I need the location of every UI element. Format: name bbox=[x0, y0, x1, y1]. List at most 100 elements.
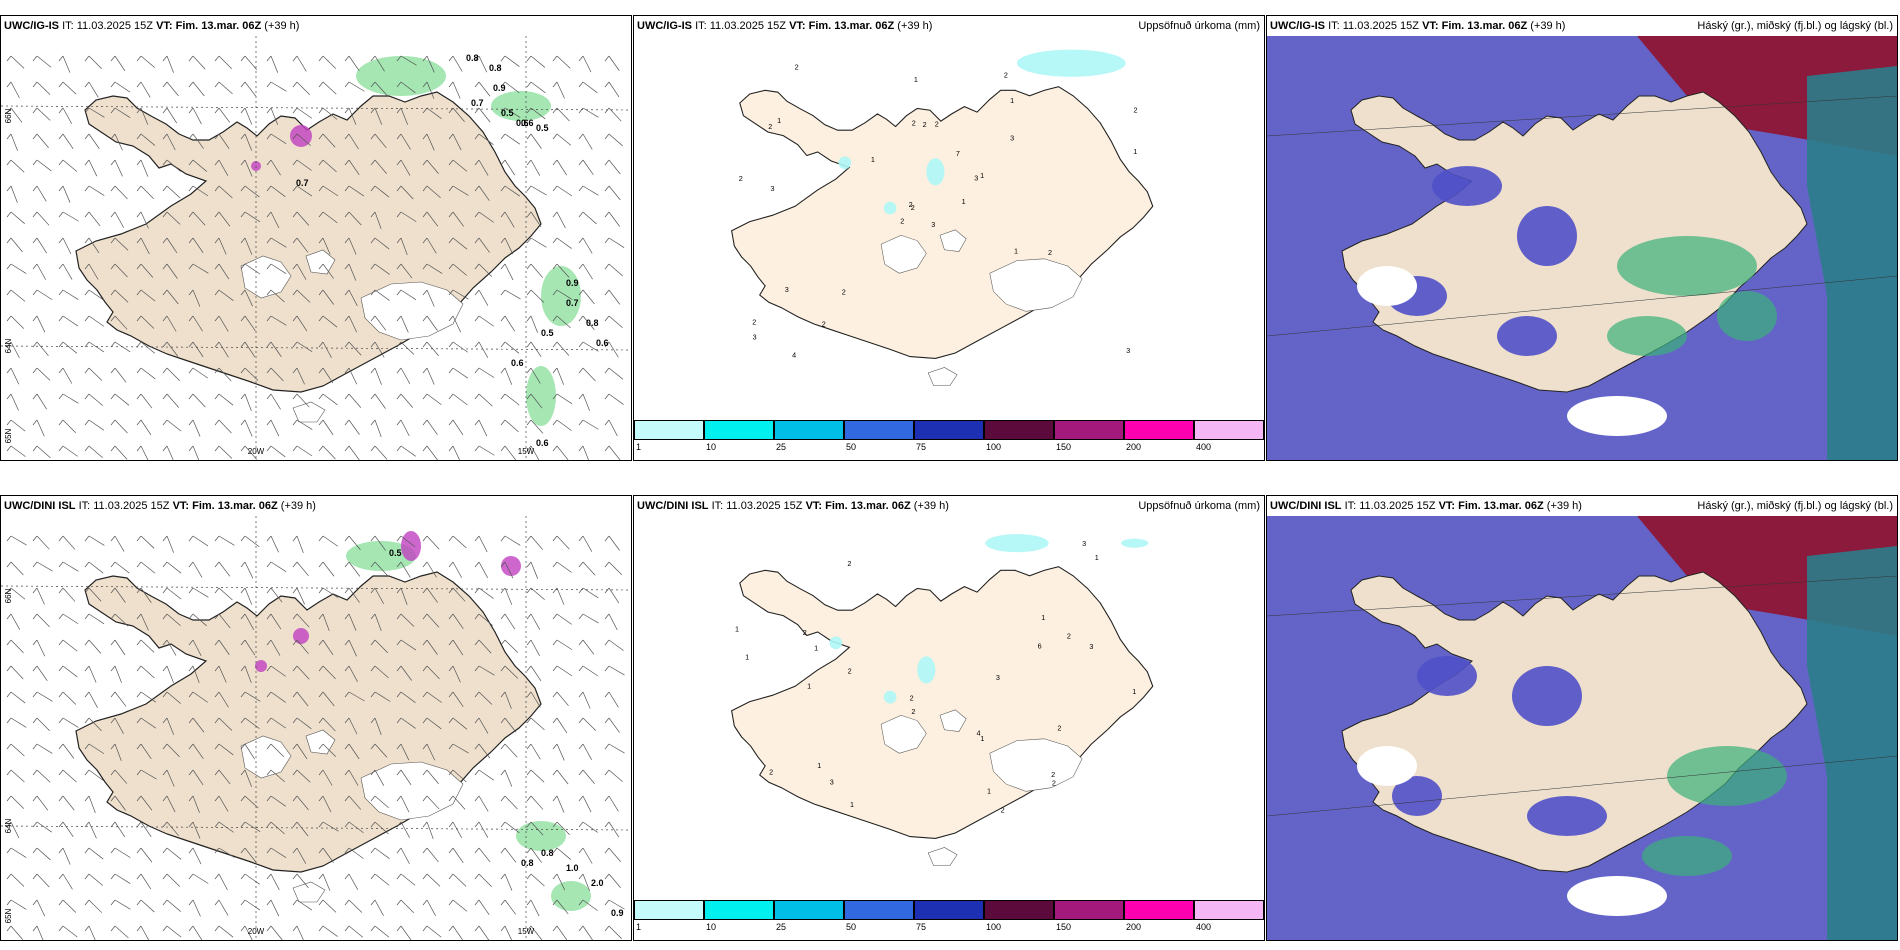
wind-barb bbox=[296, 769, 311, 783]
wind-barb bbox=[166, 847, 182, 860]
wind-barb-feather bbox=[240, 587, 246, 594]
wind-barb-feather bbox=[188, 665, 194, 672]
wind-barb-feather bbox=[552, 925, 558, 932]
wind-barb-feather bbox=[578, 185, 584, 192]
wind-barb bbox=[504, 107, 521, 118]
wind-barb-feather bbox=[474, 159, 480, 166]
wind-barb-feather bbox=[84, 133, 90, 140]
wind-barb-feather bbox=[526, 445, 532, 452]
wind-barb bbox=[530, 613, 541, 630]
wind-barb bbox=[140, 691, 157, 703]
wind-barb bbox=[608, 769, 623, 782]
precip-value: 3 bbox=[785, 285, 789, 294]
wind-barb-feather bbox=[552, 587, 558, 594]
wind-barb-feather bbox=[500, 393, 506, 400]
wind-barb-feather bbox=[370, 263, 376, 270]
wind-barb bbox=[244, 821, 261, 832]
wind-barb-feather bbox=[188, 847, 194, 854]
wind-barb-feather bbox=[240, 211, 246, 218]
wind-barb-feather bbox=[214, 821, 220, 828]
wind-barb bbox=[452, 393, 468, 406]
wind-barb-feather bbox=[6, 561, 12, 568]
wind-barb-feather bbox=[58, 535, 64, 542]
wind-barb-feather bbox=[474, 445, 480, 452]
wind-barb bbox=[348, 873, 359, 890]
wind-barb-feather bbox=[58, 561, 64, 568]
value-label: 0.6 bbox=[511, 358, 524, 368]
wind-barb bbox=[114, 665, 122, 683]
wind-barb-feather bbox=[188, 925, 194, 932]
heavy-precip bbox=[501, 556, 521, 576]
wind-barb-feather bbox=[292, 847, 298, 854]
wind-barb-feather bbox=[6, 925, 12, 932]
wind-barb-feather bbox=[266, 393, 272, 400]
wind-barb bbox=[10, 821, 20, 839]
wind-barb bbox=[166, 159, 182, 172]
wind-barb bbox=[504, 289, 521, 300]
wind-barb bbox=[296, 133, 311, 146]
wind-barb-feather bbox=[396, 899, 402, 906]
wind-barb bbox=[270, 55, 279, 73]
wind-barb-feather bbox=[110, 341, 116, 348]
wind-barb bbox=[348, 341, 362, 356]
wind-barb bbox=[478, 419, 488, 437]
precip-value: 2 bbox=[769, 767, 773, 776]
wind-barb bbox=[478, 289, 489, 306]
wind-barb bbox=[582, 367, 596, 382]
wind-barb bbox=[452, 769, 467, 783]
wind-barb-feather bbox=[292, 263, 298, 270]
wind-barb-feather bbox=[6, 795, 12, 802]
longitude-label: 20W bbox=[248, 447, 265, 456]
precip-patch bbox=[829, 636, 843, 650]
legend-tick: 75 bbox=[916, 922, 927, 932]
wind-barb bbox=[166, 341, 179, 357]
wind-barb-feather bbox=[344, 925, 350, 932]
wind-barb bbox=[374, 341, 385, 358]
wind-barb-feather bbox=[526, 561, 532, 568]
wind-barb bbox=[530, 55, 546, 68]
wind-barb bbox=[322, 691, 335, 707]
wind-barb bbox=[166, 821, 179, 836]
wind-barb bbox=[322, 613, 330, 631]
wind-barb bbox=[504, 185, 521, 197]
wind-barb-feather bbox=[396, 587, 402, 594]
wind-barb-feather bbox=[84, 639, 90, 646]
wind-barb-feather bbox=[32, 873, 38, 880]
wind-barb bbox=[166, 263, 178, 279]
wind-barb-feather bbox=[578, 717, 584, 724]
graticule bbox=[1267, 575, 1897, 617]
wind-barb bbox=[400, 289, 417, 301]
wind-barb bbox=[348, 133, 359, 150]
wind-barb bbox=[88, 769, 104, 781]
wind-barb bbox=[582, 107, 599, 118]
wind-barb bbox=[322, 587, 339, 599]
wind-barb bbox=[10, 263, 27, 274]
glacier bbox=[880, 234, 927, 274]
wind-barb-feather bbox=[318, 289, 324, 296]
wind-barb-feather bbox=[214, 769, 220, 776]
wind-barb bbox=[218, 393, 234, 406]
wind-barb-feather bbox=[474, 81, 480, 88]
wind-barb bbox=[322, 133, 336, 148]
wind-barb-feather bbox=[266, 769, 272, 776]
wind-barb-feather bbox=[292, 639, 298, 646]
wind-barb bbox=[478, 691, 493, 705]
legend-swatch bbox=[634, 900, 704, 920]
wind-barb-feather bbox=[344, 587, 350, 594]
wind-barb-feather bbox=[84, 315, 90, 322]
wind-barb-feather bbox=[422, 769, 428, 776]
wind-barb bbox=[296, 367, 305, 385]
wind-barb bbox=[218, 769, 231, 785]
wind-barb-feather bbox=[84, 795, 90, 802]
wind-barb bbox=[62, 743, 75, 759]
wind-barb-feather bbox=[6, 107, 12, 114]
value-label: 1.0 bbox=[566, 863, 579, 873]
wind-barb bbox=[62, 925, 78, 938]
wind-barb-feather bbox=[344, 211, 350, 218]
wind-barb-feather bbox=[136, 821, 142, 828]
wind-barb-feather bbox=[448, 665, 454, 672]
wind-barb bbox=[374, 873, 390, 886]
wind-barb-feather bbox=[58, 445, 64, 452]
wind-barb bbox=[504, 211, 515, 228]
